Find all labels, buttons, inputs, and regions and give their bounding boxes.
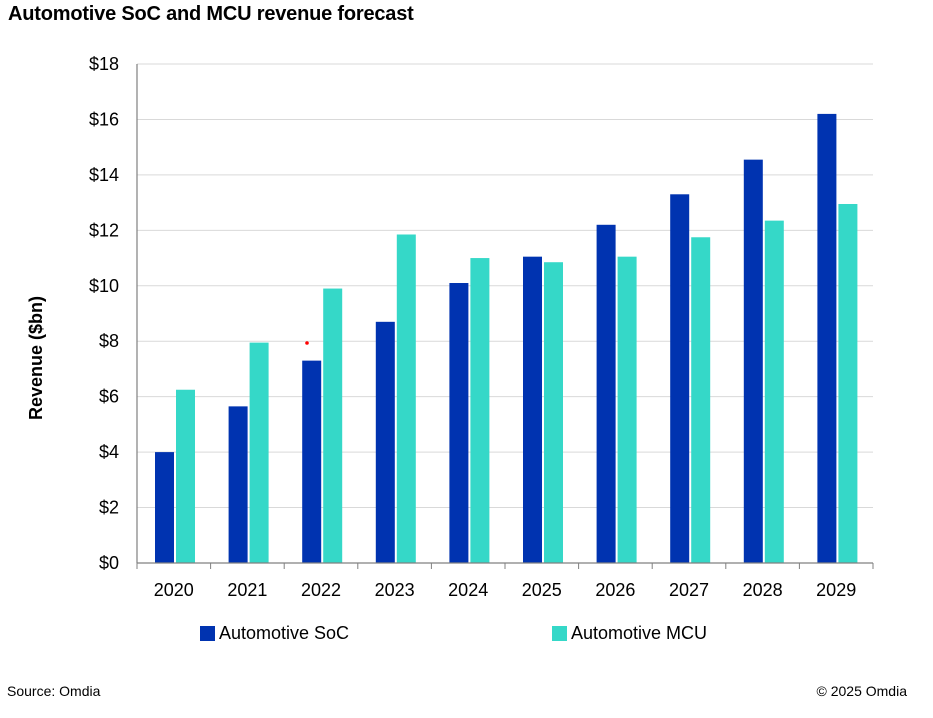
y-tick-label: $8 bbox=[99, 331, 119, 351]
copyright-note: © 2025 Omdia bbox=[816, 683, 907, 699]
bar-soc-2025 bbox=[523, 256, 542, 563]
y-tick-label: $16 bbox=[89, 109, 119, 129]
x-tick-label: 2028 bbox=[743, 580, 783, 600]
bar-mcu-2020 bbox=[176, 389, 195, 563]
x-tick-label: 2026 bbox=[595, 580, 635, 600]
bar-soc-2027 bbox=[670, 194, 690, 564]
bar-mcu-2025 bbox=[544, 262, 563, 563]
y-tick-label: $0 bbox=[99, 553, 119, 573]
bar-mcu-2022 bbox=[323, 288, 343, 563]
bar-soc-2026 bbox=[596, 224, 616, 564]
axes bbox=[136, 64, 874, 569]
marker-dot bbox=[305, 341, 309, 345]
chart-title: Automotive SoC and MCU revenue forecast bbox=[8, 3, 414, 25]
bar-mcu-2029 bbox=[838, 203, 858, 563]
bar-soc-2020 bbox=[155, 452, 174, 563]
bar-mcu-2026 bbox=[617, 256, 637, 563]
x-tick-label: 2027 bbox=[669, 580, 709, 600]
bar-soc-2021 bbox=[228, 406, 248, 563]
y-tick-label: $18 bbox=[89, 54, 119, 74]
x-tick-label: 2024 bbox=[448, 580, 488, 600]
bar-mcu-2027 bbox=[691, 237, 711, 563]
x-tick-label: 2020 bbox=[154, 580, 194, 600]
x-tick-label: 2022 bbox=[301, 580, 341, 600]
bar-soc-2024 bbox=[449, 283, 469, 563]
y-tick-label: $12 bbox=[89, 220, 119, 240]
bar-soc-2022 bbox=[302, 360, 322, 563]
y-tick-labels: $0 $2 $4 $6 $8 $10 $12 $14 $16 $18 bbox=[89, 54, 119, 573]
legend-swatch-mcu bbox=[552, 626, 567, 641]
legend-label-soc: Automotive SoC bbox=[219, 623, 349, 643]
y-tick-label: $2 bbox=[99, 498, 119, 518]
y-tick-label: $4 bbox=[99, 442, 119, 462]
y-tick-label: $6 bbox=[99, 387, 119, 407]
bar-mcu-2021 bbox=[249, 342, 269, 563]
bar-soc-2028 bbox=[743, 159, 763, 563]
x-tick-label: 2025 bbox=[522, 580, 562, 600]
bar-soc-2023 bbox=[375, 321, 395, 563]
x-tick-label: 2023 bbox=[375, 580, 415, 600]
x-tick-label: 2021 bbox=[227, 580, 267, 600]
x-tick-label: 2029 bbox=[816, 580, 856, 600]
bars bbox=[155, 113, 858, 564]
bar-mcu-2023 bbox=[396, 234, 416, 563]
bar-soc-2029 bbox=[817, 113, 837, 564]
legend: Automotive SoC Automotive MCU bbox=[200, 623, 707, 643]
y-axis-label: Revenue ($bn) bbox=[26, 296, 46, 420]
y-tick-label: $10 bbox=[89, 276, 119, 296]
x-tick-labels: 2020 2021 2022 2023 2024 2025 2026 2027 2028 2029 bbox=[154, 580, 856, 600]
source-note: Source: Omdia bbox=[7, 683, 101, 699]
y-tick-label: $14 bbox=[89, 165, 119, 185]
legend-swatch-soc bbox=[200, 626, 215, 641]
legend-label-mcu: Automotive MCU bbox=[571, 623, 707, 643]
bar-mcu-2028 bbox=[764, 220, 784, 563]
bar-mcu-2024 bbox=[470, 258, 490, 563]
